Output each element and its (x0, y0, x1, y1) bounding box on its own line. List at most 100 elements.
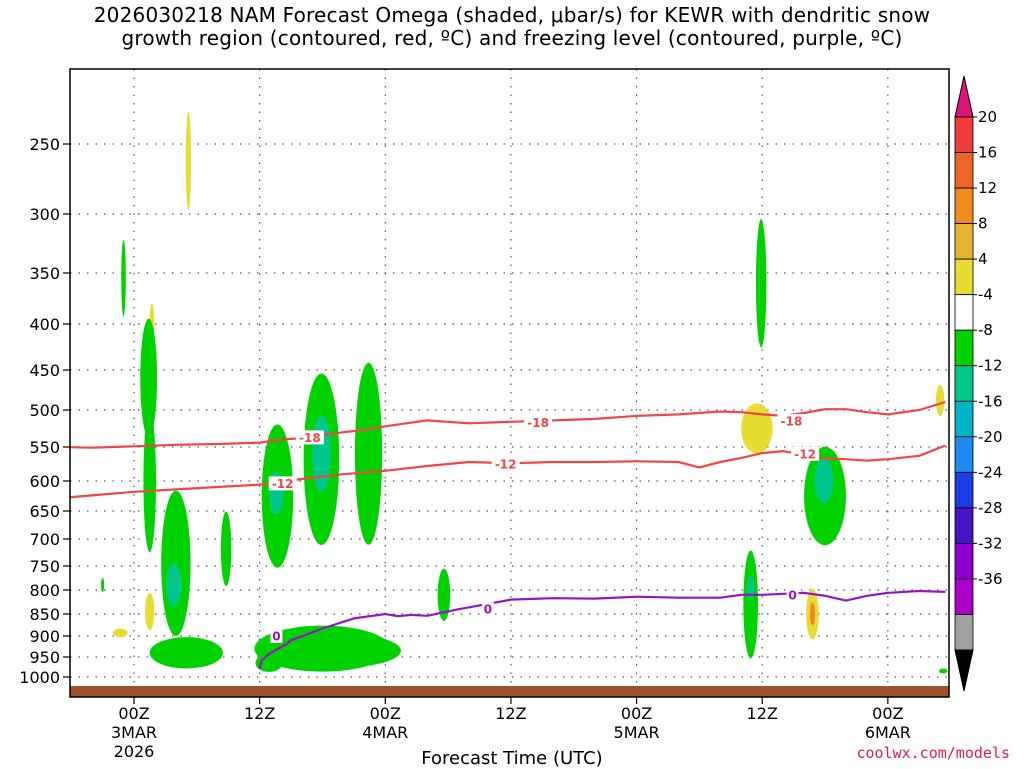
terrain-band (70, 686, 949, 697)
omega-blob-28 (809, 602, 816, 626)
colorbar-swatch-9 (954, 436, 974, 473)
colorbar-label-3: 8 (978, 215, 988, 233)
contour-label-bg--12-2 (791, 446, 820, 461)
x-tick-label-48-0: 00Z (621, 704, 652, 723)
omega-shading (101, 111, 948, 674)
y-tick-label-950: 950 (29, 648, 60, 667)
omega-blob-18 (149, 637, 223, 669)
colorbar-label-4: 4 (978, 250, 988, 268)
omega-blob-19 (437, 568, 451, 621)
y-tick-label-450: 450 (29, 361, 60, 380)
credit-link[interactable]: coolwx.com/models (856, 744, 1010, 762)
contour-label-bg--18-1 (524, 415, 553, 430)
omega-blob-4 (354, 362, 383, 545)
colorbar-label-1: 16 (978, 144, 997, 162)
omega-blob-13 (161, 490, 191, 636)
omega-blob-3 (311, 415, 331, 492)
contour-line--18 (70, 400, 946, 449)
omega-blob-24 (814, 458, 834, 504)
contour-label--12-1: -12 (495, 458, 517, 472)
y-tick-label-350: 350 (29, 264, 60, 283)
colorbar-swatch-8 (954, 400, 974, 438)
contour-label-bg--18-0 (295, 430, 324, 445)
y-tick-label-1000: 1000 (19, 668, 60, 687)
colorbar-label-10: -24 (978, 463, 1003, 481)
colorbar-swatch-4 (954, 258, 974, 296)
contour-label--18-1: -18 (527, 416, 549, 430)
omega-blob-6 (285, 634, 401, 668)
chart-title-line2: growth region (contoured, red, ºC) and f… (121, 26, 903, 50)
omega-blob-8 (113, 628, 128, 638)
omega-blob-12 (143, 409, 156, 553)
contours: -18 -18 -18 -12 -12 -12 0 0 0 (70, 400, 946, 670)
contour-label-bg--12-1 (491, 457, 520, 471)
colorbar-label-8: -16 (978, 392, 1003, 410)
x-tick-label-36-0: 12Z (495, 704, 526, 723)
omega-blob-30 (939, 668, 948, 674)
omega-blob-17 (220, 511, 232, 586)
colorbar-swatch-12 (954, 543, 974, 580)
y-tick-label-550: 550 (29, 438, 60, 457)
x-axis-label: Forecast Time (UTC) (421, 748, 603, 769)
colorbar-swatch-14 (954, 614, 974, 651)
x-tick-label-48-1: 5MAR (614, 723, 660, 742)
omega-blob-14 (166, 563, 182, 607)
y-tick-label-400: 400 (29, 315, 60, 334)
omega-blob-25 (743, 550, 759, 659)
y-tick-label-250: 250 (29, 135, 60, 154)
contour-label--18-0: -18 (299, 431, 321, 445)
plot-frame (69, 68, 950, 698)
contour-label-0-2: 0 (788, 588, 796, 602)
y-tick-label-750: 750 (29, 557, 60, 576)
colorbar-label-6: -8 (978, 321, 993, 339)
contour-line-0 (258, 589, 946, 670)
y-tick-label-500: 500 (29, 401, 60, 420)
contour-label--12-0: -12 (272, 477, 294, 491)
omega-blob-29 (936, 384, 945, 417)
y-tick-label-800: 800 (29, 581, 60, 600)
colorbar-swatch-0 (954, 116, 974, 153)
omega-blob-15 (144, 593, 155, 631)
colorbar-swatch-10 (954, 471, 974, 509)
colorbar-swatch-5 (954, 294, 974, 331)
y-tick-label-700: 700 (29, 530, 60, 549)
colorbar-bottom-arrow (954, 649, 974, 692)
contour-label-0-0: 0 (272, 630, 280, 644)
omega-blob-9 (121, 240, 126, 317)
colorbar-swatch-2 (954, 187, 974, 224)
x-tick-label-60-0: 12Z (747, 704, 778, 723)
x-tick-label-72-1: 6MAR (865, 723, 911, 742)
colorbar-swatch-13 (954, 578, 974, 615)
contour-label--18-2: -18 (781, 415, 803, 429)
chart-title-line1: 2026030218 NAM Forecast Omega (shaded, μ… (93, 3, 931, 27)
omega-blob-7 (255, 654, 283, 672)
omega-blob-22 (741, 403, 773, 454)
omega-blob-20 (185, 111, 192, 210)
x-tick-label-0-2: 2026 (114, 742, 155, 761)
colorbar-label-11: -28 (978, 499, 1003, 517)
colorbar-label-5: -4 (978, 286, 993, 304)
x-tick-label-0-0: 00Z (118, 704, 149, 723)
contour-label-bg--18-2 (777, 414, 806, 429)
colorbar-label-7: -12 (978, 357, 1003, 375)
omega-blob-16 (101, 578, 105, 593)
colorbar-swatch-1 (954, 152, 974, 189)
omega-blob-21 (755, 219, 767, 348)
omega-blob-26 (747, 575, 755, 600)
x-tick-label-24-1: 4MAR (362, 723, 408, 742)
colorbar-label-13: -36 (978, 570, 1003, 588)
x-tick-label-24-0: 00Z (370, 704, 401, 723)
y-axis: 250 300 350 400 450 500 550 600 650 700 750 800 850 9… (19, 135, 70, 687)
colorbar-swatch-7 (954, 365, 974, 402)
colorbar-label-9: -20 (978, 428, 1003, 446)
y-tick-label-600: 600 (29, 472, 60, 491)
contour-label-bg-0-2 (786, 587, 799, 602)
y-tick-label-650: 650 (29, 502, 60, 521)
x-tick-label-0-1: 3MAR (111, 723, 157, 742)
colorbar-swatch-6 (954, 329, 974, 367)
contour-label-bg-0-1 (481, 602, 494, 617)
colorbar-swatch-3 (954, 223, 974, 260)
colorbar: 20 16 12 8 4 -4 -8 -12 -16 -20 -24 -28 -32 -36 (954, 75, 1003, 692)
